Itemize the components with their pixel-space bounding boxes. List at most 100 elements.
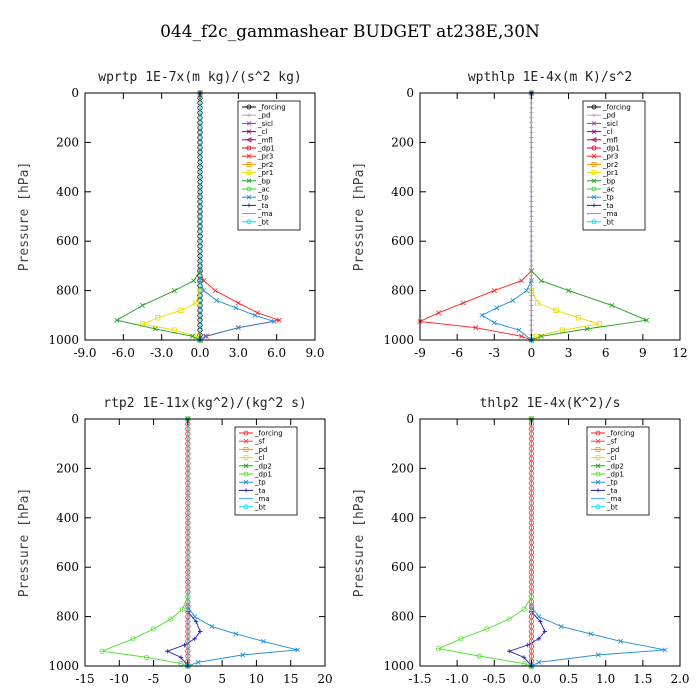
y-tick-label: 800 xyxy=(391,610,414,624)
legend-entry: _tp xyxy=(257,194,269,202)
legend-entry: _bt xyxy=(606,503,618,511)
data-point-bp xyxy=(171,288,177,294)
chart-panel-2: wpthlp 1E-4x(m K)/s^2 Pressure [hPa] -9 -6 -… xyxy=(352,70,688,360)
legend-entry: _mfl xyxy=(602,136,618,144)
legend-entry: _tp xyxy=(254,479,266,487)
legend-marker xyxy=(591,178,597,184)
x-tick-label: 12 xyxy=(672,346,687,360)
legend-entry: _dp1 xyxy=(606,471,624,479)
legend-entry: _forcing xyxy=(602,104,631,112)
data-point-dp1 xyxy=(484,626,490,632)
x-tick-label: -15 xyxy=(75,672,94,686)
legend-entry: _pr2 xyxy=(257,161,273,169)
legend-entry: _ma xyxy=(254,495,270,503)
legend-marker xyxy=(595,455,601,461)
data-point-ta xyxy=(198,629,203,634)
legend-entry: _dp2 xyxy=(254,462,272,470)
legend-marker xyxy=(591,161,597,167)
data-point-tp xyxy=(271,318,277,324)
legend-marker xyxy=(243,479,249,485)
x-tick-label: 20 xyxy=(317,672,332,686)
legend-entry: _bt xyxy=(602,218,614,226)
x-tick-label: -0.5 xyxy=(483,672,506,686)
panel-title: thlp2 1E-4x(K^2)/s xyxy=(480,396,621,411)
series-line-bp xyxy=(115,270,201,341)
data-point-bp xyxy=(566,288,572,294)
legend-entry: _cl xyxy=(257,128,267,136)
legend-marker xyxy=(246,153,252,159)
legend-entry: _ta xyxy=(602,202,614,210)
series-line-tp xyxy=(531,606,666,667)
legend-marker xyxy=(243,471,249,477)
data-point-bp xyxy=(191,278,197,284)
data-point-ta xyxy=(192,636,197,642)
x-tick-label: 0 xyxy=(184,672,192,686)
data-point-tp xyxy=(240,652,246,658)
legend-entry: _dp2 xyxy=(606,462,624,470)
x-tick-label: -1.0 xyxy=(446,672,469,686)
y-tick-label: 0 xyxy=(406,86,414,100)
y-tick-label: 600 xyxy=(56,560,79,574)
x-tick-label: 0.0 xyxy=(522,672,541,686)
data-point-dp1 xyxy=(521,606,527,612)
data-point-tp xyxy=(202,333,208,339)
legend-entry: _sicl xyxy=(602,120,618,128)
legend-entry: _mfl xyxy=(257,136,273,144)
legend-entry: _cl xyxy=(602,128,612,136)
legend-marker xyxy=(591,170,597,176)
data-point-tp xyxy=(233,631,239,637)
legend-entry: _dp1 xyxy=(257,145,275,153)
y-tick-label: 1000 xyxy=(48,659,79,673)
legend-entry: _sicl xyxy=(257,120,273,128)
data-point-pr1 xyxy=(553,307,559,313)
y-tick-label: 400 xyxy=(391,511,414,525)
legend-entry: _ma xyxy=(606,495,622,503)
legend-entry: _bt xyxy=(254,503,266,511)
series-line-pr3 xyxy=(199,270,282,341)
legend-entry: _cl xyxy=(606,454,616,462)
legend-marker xyxy=(591,145,597,151)
x-tick-label: 9 xyxy=(639,346,647,360)
legend-marker xyxy=(595,471,601,477)
legend-marker xyxy=(246,161,252,167)
x-tick-label: -10 xyxy=(110,672,129,686)
legend-entry: _dp1 xyxy=(254,471,272,479)
data-point-ta xyxy=(536,636,542,642)
y-axis-label: Pressure [hPa] xyxy=(17,488,32,598)
legend-marker xyxy=(243,504,249,510)
data-point-pr3 xyxy=(460,300,466,306)
y-tick-label: 600 xyxy=(391,234,414,248)
data-point-ta xyxy=(506,648,512,654)
series-line-dp1 xyxy=(100,596,189,667)
data-point-tp xyxy=(209,623,215,629)
legend-marker xyxy=(246,178,252,184)
x-tick-label: 0.5 xyxy=(559,672,578,686)
legend-marker xyxy=(595,430,601,436)
y-tick-label: 800 xyxy=(391,284,414,298)
data-point-bp xyxy=(609,302,615,308)
data-point-dp1 xyxy=(130,636,136,642)
legend-entry: _sf xyxy=(254,438,265,446)
legend-entry: _pr1 xyxy=(257,169,273,177)
legend-entry: _ta xyxy=(257,202,269,210)
data-point-pr1 xyxy=(535,300,541,306)
data-point-tp xyxy=(252,312,258,318)
data-point-ta xyxy=(178,655,184,660)
legend-marker xyxy=(243,438,249,444)
legend-marker xyxy=(591,137,597,143)
data-point-bp xyxy=(140,302,145,308)
data-point-tp xyxy=(494,305,500,311)
data-point-ta xyxy=(542,629,547,634)
data-point-pr1 xyxy=(155,315,161,321)
legend-entry: _bp xyxy=(602,177,616,185)
legend-entry: _bt xyxy=(257,218,269,226)
data-point-bp xyxy=(644,317,650,323)
legend-marker xyxy=(243,446,249,452)
chart-panel-1: wprtp 1E-7x(m kg)/(s^2 kg) Pressure [hPa]… xyxy=(17,70,325,360)
y-tick-label: 400 xyxy=(56,511,79,525)
series-group xyxy=(417,90,650,343)
data-point-dp1 xyxy=(476,653,483,659)
chart-panel-3: rtp2 1E-11x(kg^2)/(kg^2 s) Pressure [hPa]… xyxy=(17,396,333,686)
series-line-bp xyxy=(531,270,649,341)
legend: _forcing_sf_pd_cl_dp2_dp1_tp_ta_ma_bt xyxy=(586,426,650,516)
